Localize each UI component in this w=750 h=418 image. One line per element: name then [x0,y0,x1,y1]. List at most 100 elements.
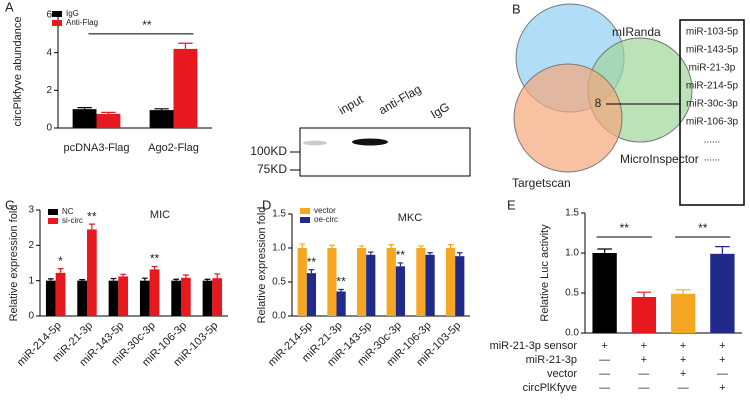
bar [425,254,435,316]
condition-label: vector [547,368,577,380]
significance: ** [150,252,160,266]
y-axis-label: Relative Luc activity [539,224,551,322]
condition-mark: + [680,354,686,366]
bar [445,248,456,316]
y-tick-label: 0.0 [565,328,579,339]
y-tick-label: 0 [46,123,52,134]
venn-label: Targetscan [512,176,571,190]
legend-swatch [300,208,310,214]
lane-label: input [336,92,366,117]
condition-mark: — [599,354,610,366]
bar [171,280,181,316]
bar [336,291,346,316]
panel-letter: B [512,1,521,16]
significance: ** [336,275,346,289]
legend-swatch [48,209,58,215]
panel-letter: C [5,197,14,212]
marker-label: 100KD [250,144,287,158]
lane-label: IgG [428,100,452,122]
mirna: miR-143-5p [686,45,739,56]
legend-label: oe-circ [314,215,338,224]
y-tick-label: 1 [28,275,34,286]
y-tick-label: 1.5 [272,209,286,220]
panel-letter: A [5,0,14,14]
error-bar [358,245,365,248]
bar [55,272,66,316]
bar [306,273,317,316]
error-bar [101,111,116,114]
condition-mark: — [599,368,610,380]
condition-mark: — [638,368,649,380]
y-tick-label: 6 [46,10,52,21]
error-bar [427,252,433,255]
bar [87,229,97,316]
legend-label: NC [62,207,74,216]
bar [356,248,367,316]
y-tick-label: 1.0 [565,248,579,259]
x-tick-label: pcDNA3-Flag [63,142,129,154]
error-bar [675,289,691,294]
condition-label: miR-21-3p sensor [490,340,578,352]
legend-swatch [52,20,62,26]
condition-mark: + [601,340,607,352]
bar [416,248,426,316]
legend-label: Anti-Flag [66,18,98,27]
bar [173,48,198,128]
error-bar [79,279,86,281]
error-bar [47,278,54,281]
legend-label: si-circ [62,216,83,225]
mirna: miR-106-3p [686,117,739,128]
venn-set [513,63,623,173]
marker-label: 75KD [257,162,287,176]
error-bar [178,42,193,49]
error-bar [299,243,305,248]
bar [710,253,735,333]
bar [139,280,150,316]
y-tick-label: 2 [28,240,34,251]
error-bar [151,265,158,270]
annotation: ** [620,221,630,235]
legend-label: IgG [66,9,79,18]
error-bar [388,244,394,248]
error-bar [120,273,127,277]
error-bar [110,277,117,281]
bar [181,277,191,316]
bar [96,113,121,128]
condition-mark: + [719,354,725,366]
y-axis-label: Relative expression fold [256,207,268,324]
bar [327,248,337,316]
y-tick-label: 4 [46,47,52,58]
y-tick-label: 1.0 [272,243,286,254]
blot-band [303,140,327,146]
mirna: miR-21-3p [689,63,736,74]
legend-label: vector [314,206,336,215]
condition-mark: + [719,340,725,352]
panel-letter: D [262,197,271,212]
venn-overlap: 8 [595,96,602,110]
y-tick-label: 0.5 [565,288,579,299]
condition-mark: + [680,368,686,380]
error-bar [636,291,652,297]
condition-mark: — [717,368,728,380]
y-tick-label: 0 [28,311,34,322]
panel-letter: E [507,197,516,212]
y-tick-label: 0.5 [272,277,286,288]
condition-mark: + [641,354,647,366]
error-bar [173,278,180,281]
error-bar [329,244,335,248]
condition-mark: — [599,382,610,394]
blot-band [352,138,388,146]
mirna: miR-30c-3p [686,99,738,110]
mirna: miR-214-5p [686,81,739,92]
error-bar [368,251,374,255]
bar [366,254,376,316]
venn-label: MicroInspector [620,152,699,166]
venn-label: mIRanda [612,25,661,39]
condition-mark: + [641,340,647,352]
error-bar [214,273,221,279]
condition-mark: — [638,382,649,394]
condition-mark: + [719,382,725,394]
blot-frame [299,127,471,177]
error-bar [597,248,612,253]
